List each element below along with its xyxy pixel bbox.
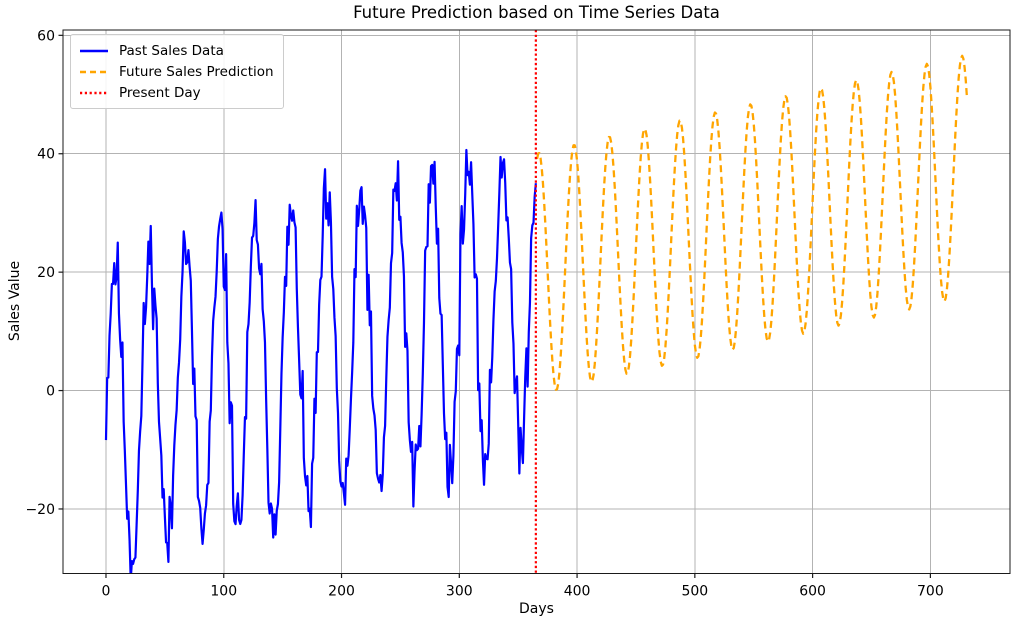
y-tick-label: 20 bbox=[37, 265, 55, 281]
x-tick-label: 400 bbox=[564, 584, 591, 600]
x-tick-label: 100 bbox=[210, 584, 237, 600]
legend-label-past-sales: Past Sales Data bbox=[119, 42, 224, 59]
y-tick-label: 40 bbox=[37, 147, 55, 163]
future-prediction-series-line bbox=[535, 54, 969, 391]
x-tick-label: 0 bbox=[102, 584, 111, 600]
present-day-line-sample-icon bbox=[80, 91, 108, 94]
y-tick-label: 0 bbox=[46, 384, 55, 400]
legend-entry-present-day: Present Day bbox=[79, 82, 275, 103]
x-tick-label: 300 bbox=[446, 584, 473, 600]
x-tick-label: 700 bbox=[917, 584, 944, 600]
legend-label-present-day: Present Day bbox=[119, 84, 201, 101]
x-tick-label: 600 bbox=[799, 584, 826, 600]
x-axis-label: Days bbox=[519, 601, 554, 617]
legend-entry-past-sales: Past Sales Data bbox=[79, 40, 275, 61]
future-prediction-line-sample-icon bbox=[80, 70, 108, 73]
legend-label-future-prediction: Future Sales Prediction bbox=[119, 63, 274, 80]
y-tick-label: 60 bbox=[37, 28, 55, 44]
legend: Past Sales Data Future Sales Prediction … bbox=[70, 34, 284, 109]
legend-entry-future-prediction: Future Sales Prediction bbox=[79, 61, 275, 82]
x-tick-label: 200 bbox=[328, 584, 355, 600]
chart-title: Future Prediction based on Time Series D… bbox=[353, 3, 720, 22]
x-tick-label: 500 bbox=[681, 584, 708, 600]
y-axis-label: Sales Value bbox=[7, 260, 23, 342]
past-sales-line-sample-icon bbox=[80, 49, 108, 52]
past-sales-series-line bbox=[104, 148, 537, 574]
plot-border bbox=[62, 29, 1011, 575]
y-tick-label: −20 bbox=[25, 502, 55, 518]
